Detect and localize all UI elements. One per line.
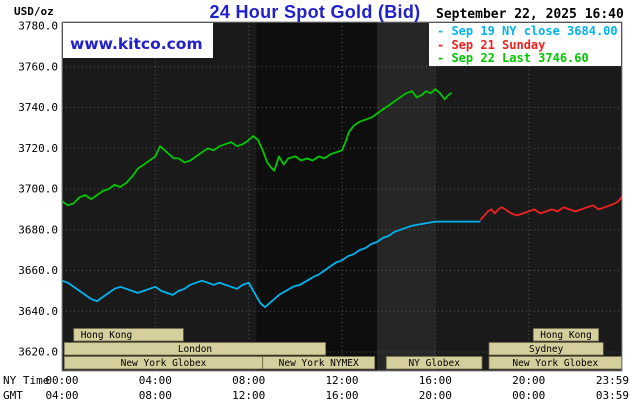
x-tick-ny: 00:00: [45, 374, 78, 387]
x-tick-ny: 08:00: [232, 374, 265, 387]
session-box: [532, 328, 599, 342]
legend-patch: [429, 23, 621, 66]
x-axis-gmt-label: GMT: [3, 389, 23, 402]
session-label: NY Globex: [408, 358, 460, 369]
session-label: Hong Kong: [81, 330, 132, 341]
x-axis-ny-label: NY Time: [3, 374, 50, 387]
y-tick-label: 3740.0: [18, 101, 58, 114]
series-line-2: [61, 88, 452, 207]
session-label: New York Globex: [121, 358, 207, 369]
y-tick-label: 3700.0: [18, 183, 58, 196]
series-line-0: [61, 220, 481, 309]
session-box: [63, 342, 326, 356]
session-label: New York Globex: [512, 358, 598, 369]
x-tick-gmt: 03:59: [596, 389, 629, 402]
x-tick-ny: 04:00: [139, 374, 172, 387]
legend-item-1: - Sep 21 Sunday: [437, 37, 546, 52]
session-shade-band: [256, 22, 377, 371]
legend-item-0: - Sep 19 NY close 3684.00: [437, 24, 618, 38]
session-box: [262, 356, 376, 370]
x-tick-gmt: 16:00: [325, 389, 358, 402]
session-label: London: [178, 344, 212, 355]
x-tick-ny: 16:00: [419, 374, 452, 387]
y-tick-label: 3660.0: [18, 264, 58, 277]
chart-timestamp: September 22, 2025 16:40: [436, 7, 624, 22]
session-box: [73, 328, 184, 342]
x-tick-gmt: 12:00: [232, 389, 265, 402]
session-label: New York NYMEX: [279, 358, 359, 369]
session-box: [488, 342, 604, 356]
session-label: Hong Kong: [540, 330, 591, 341]
x-tick-gmt: 20:00: [419, 389, 452, 402]
y-tick-label: 3760.0: [18, 60, 58, 73]
x-tick-ny: 20:00: [512, 374, 545, 387]
series-line-1: [479, 196, 623, 221]
x-tick-gmt: 04:00: [45, 389, 78, 402]
kitco-watermark-link[interactable]: www.kitco.com: [70, 35, 203, 53]
y-tick-label: 3620.0: [18, 346, 58, 359]
y-tick-label: 3720.0: [18, 142, 58, 155]
x-tick-gmt: 08:00: [139, 389, 172, 402]
chart-title: 24 Hour Spot Gold (Bid): [209, 2, 421, 22]
legend: - Sep 19 NY close 3684.00- Sep 21 Sunday…: [437, 24, 618, 66]
x-tick-ny: 12:00: [325, 374, 358, 387]
plot-border: [61, 21, 623, 372]
y-tick-label: 3780.0: [18, 20, 58, 33]
y-tick-label: 3680.0: [18, 223, 58, 236]
y-tick-label: 3640.0: [18, 305, 58, 318]
x-tick-gmt: 00:00: [512, 389, 545, 402]
legend-item-2: - Sep 22 Last 3746.60: [437, 51, 589, 65]
y-axis-unit-label: USD/oz: [14, 5, 54, 18]
session-box: [385, 356, 483, 370]
session-shade-band: [377, 22, 436, 371]
session-label: Sydney: [529, 344, 564, 355]
x-tick-ny: 23:59: [596, 374, 629, 387]
watermark-patch: [63, 23, 213, 58]
